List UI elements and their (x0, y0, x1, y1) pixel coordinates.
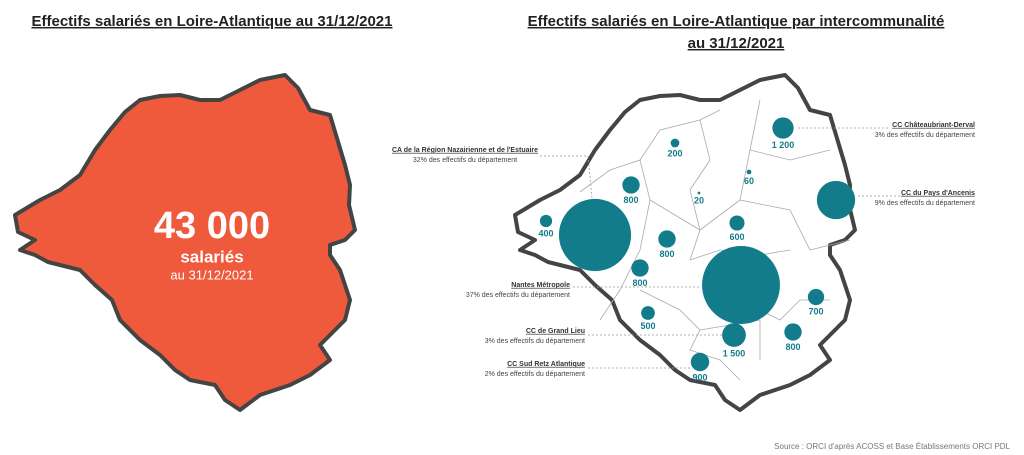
bubble-label: 500 (640, 321, 655, 331)
bubble (722, 323, 746, 347)
bubble (622, 176, 640, 194)
bubble-label: 400 (538, 229, 553, 239)
bubble-label: 1 500 (723, 348, 746, 358)
bubble-label: 200 (667, 149, 682, 159)
annotation-name: Nantes Métropole (511, 282, 570, 289)
bubble (539, 214, 553, 228)
bubble (702, 246, 780, 324)
source: Source : ORCI d'après ACOSS et Base Étab… (774, 442, 1010, 451)
left-title: Effectifs salariés en Loire-Atlantique a… (32, 13, 393, 30)
leader-line (540, 155, 593, 199)
bubble-label: 800 (659, 249, 674, 259)
annotation-name: CA de la Région Nazairienne et de l'Estu… (392, 147, 538, 154)
annotation-text: 2% des effectifs du département (485, 371, 585, 378)
annotation-name: CC Sud Retz Atlantique (507, 361, 585, 368)
bubble (641, 306, 655, 320)
bubble (729, 215, 745, 231)
bubble-label: 800 (785, 342, 800, 352)
bubble-label: 1 200 (772, 140, 795, 150)
bubble (631, 259, 649, 277)
bubble-label: 800 (632, 278, 647, 288)
bubble (690, 352, 710, 372)
bubble (670, 138, 680, 148)
annotation-name: CC du Pays d'Ancenis (901, 190, 975, 197)
annotation-text: 37% des effectifs du département (466, 292, 570, 299)
bubble (807, 288, 825, 306)
bubble (816, 180, 856, 220)
bubble (746, 169, 752, 175)
intercommunality-borders (579, 99, 851, 381)
bubble (697, 191, 701, 195)
bubble (558, 198, 632, 272)
bubble-label: 900 (692, 373, 707, 383)
right-title: Effectifs salariés en Loire-Atlantique p… (528, 13, 945, 30)
right-title: au 31/12/2021 (688, 35, 785, 52)
bubble-label: 16 100 (727, 279, 755, 289)
annotation-text: 9% des effectifs du département (875, 200, 975, 207)
bubble-label: 800 (623, 195, 638, 205)
bubble-label: 60 (744, 176, 754, 186)
unit: salariés (180, 247, 243, 266)
annotation-text: 3% des effectifs du département (485, 338, 585, 345)
bubble-label: 600 (729, 232, 744, 242)
bubble (772, 117, 794, 139)
bubble-label: 13 800 (581, 229, 609, 239)
bubble (658, 230, 676, 248)
annotation-text: 32% des effectifs du département (413, 157, 517, 164)
total: 43 000 (154, 205, 270, 247)
bubble-label: 3 900 (825, 194, 848, 204)
bubble-label: 20 (694, 196, 704, 206)
bubble-label: 700 (808, 306, 823, 316)
date: au 31/12/2021 (170, 267, 253, 282)
annotation-name: CC Châteaubriant-Derval (892, 122, 975, 129)
annotation-text: 3% des effectifs du département (875, 132, 975, 139)
annotation-name: CC de Grand Lieu (526, 328, 585, 335)
bubble (784, 323, 802, 341)
